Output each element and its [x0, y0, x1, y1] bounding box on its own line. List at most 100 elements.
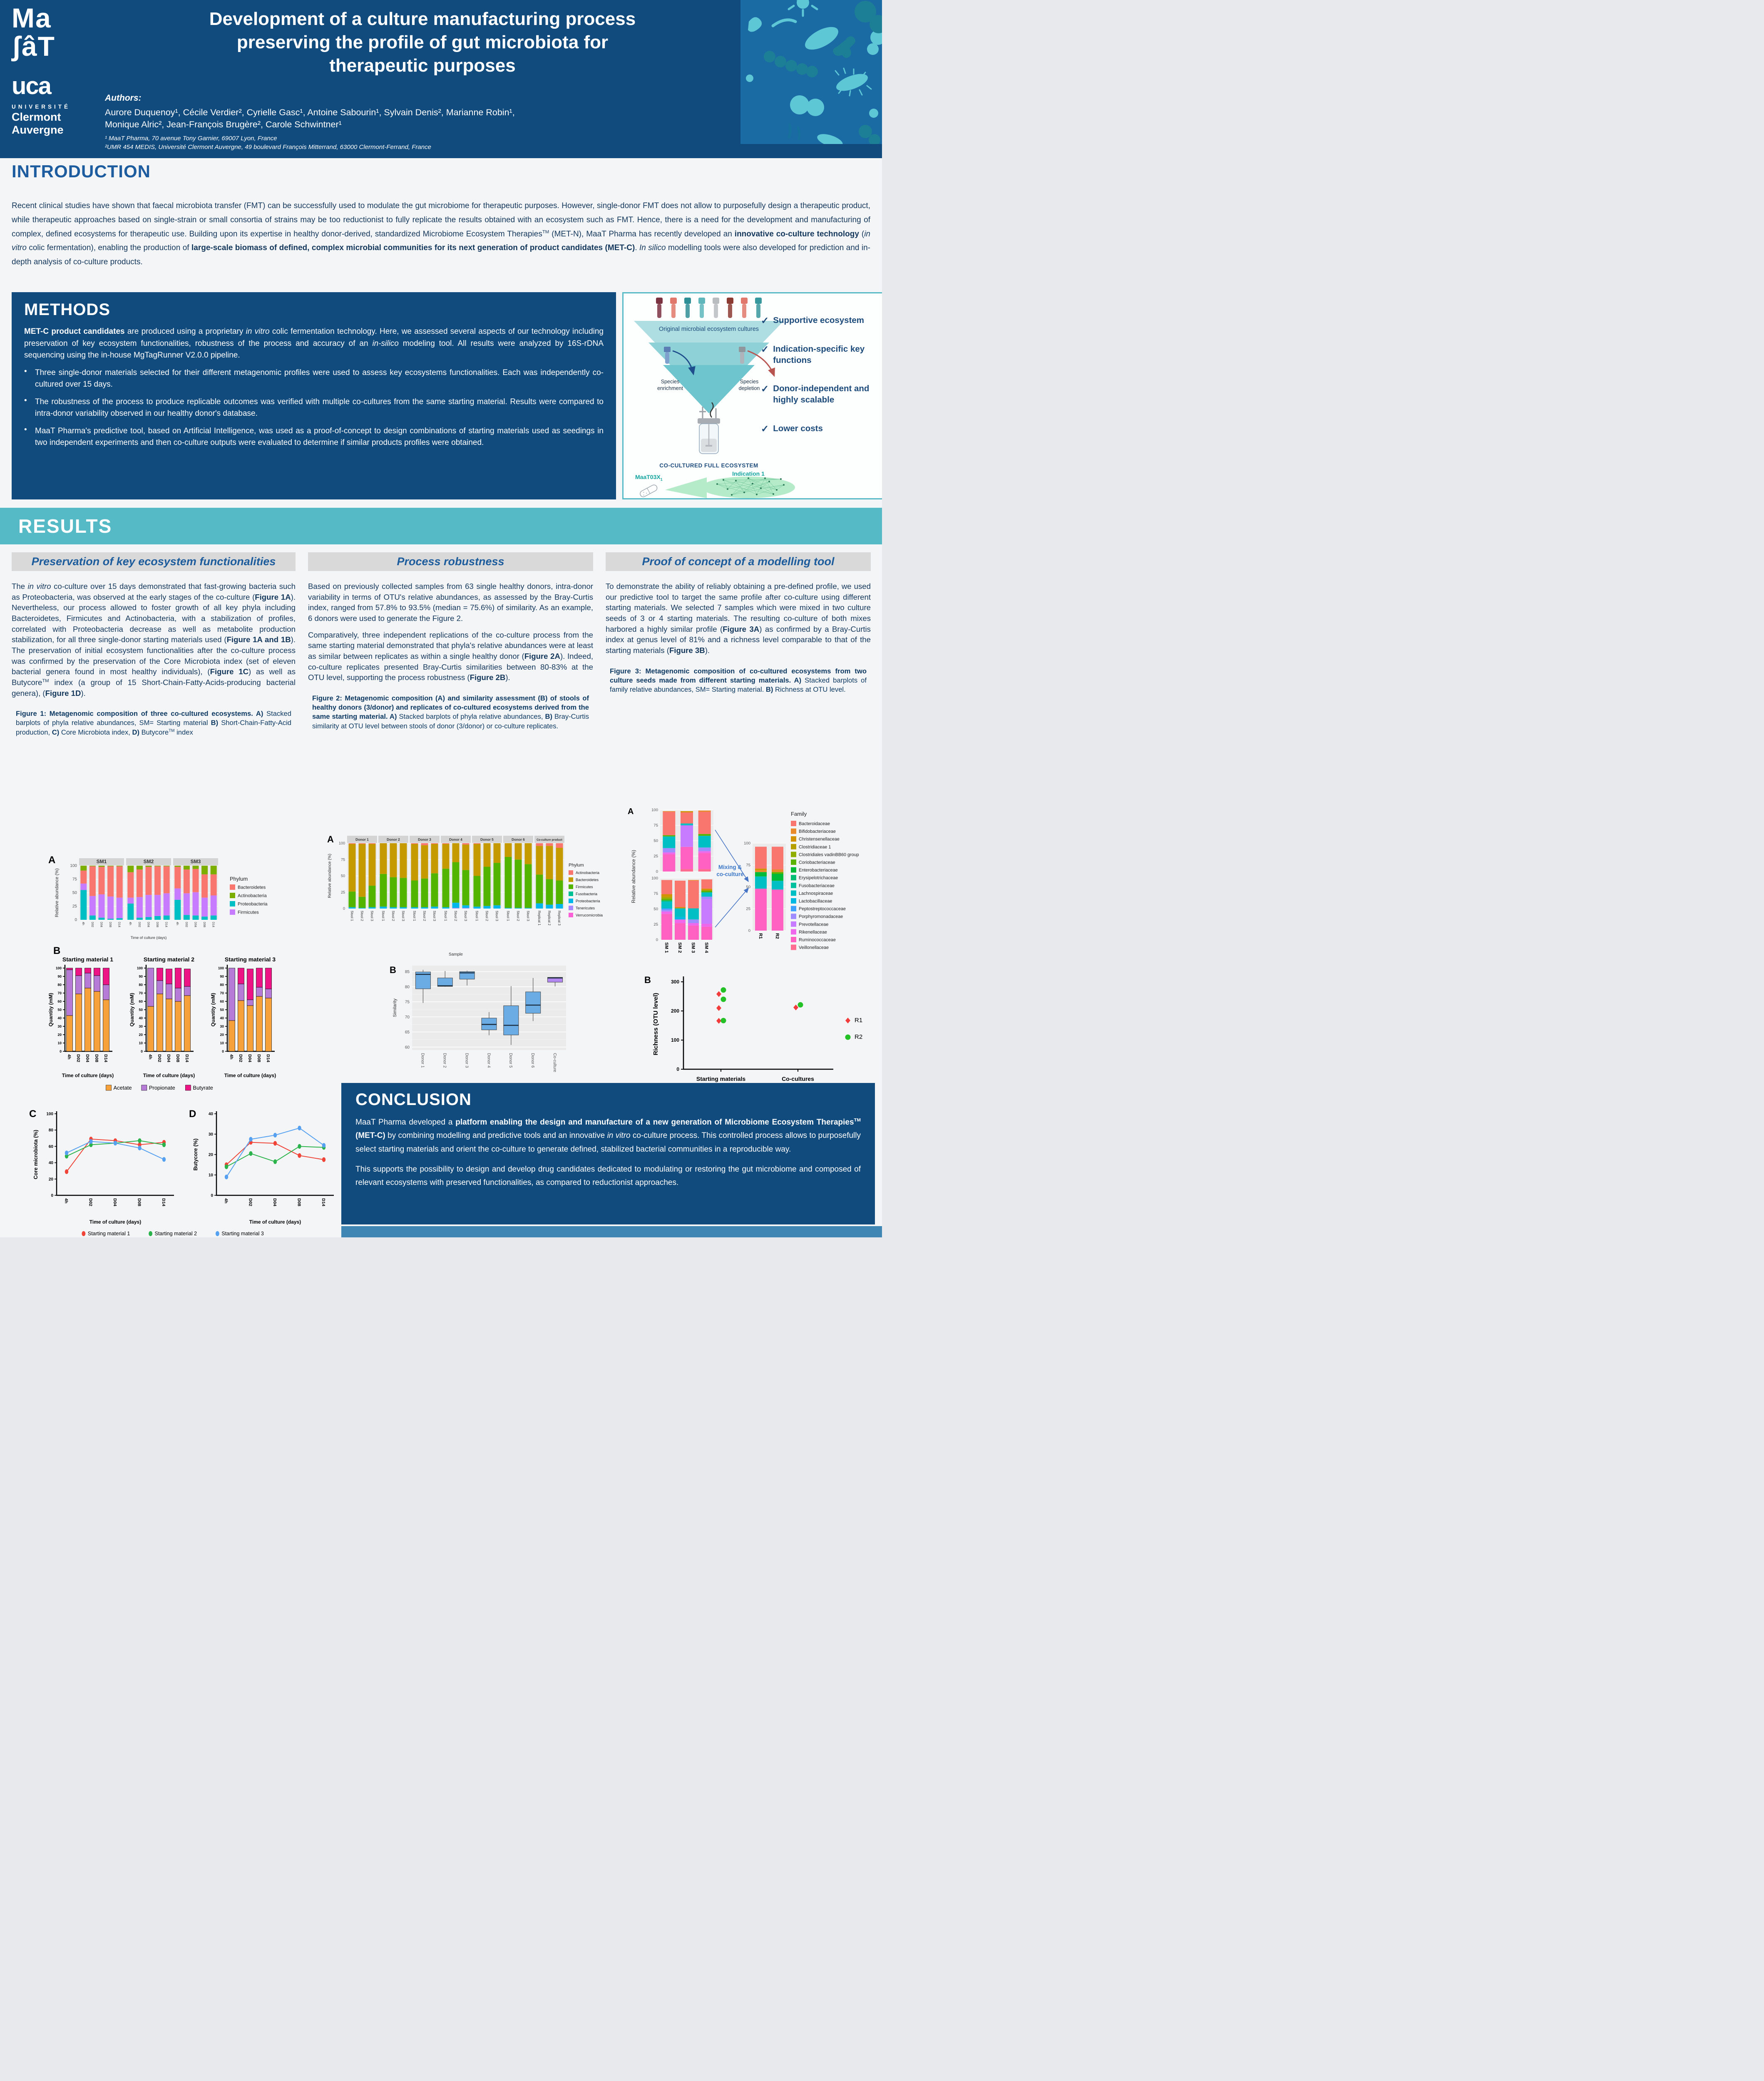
svg-text:SM 1: SM 1: [664, 942, 669, 953]
svg-text:20: 20: [139, 1033, 143, 1037]
svg-text:50: 50: [72, 891, 77, 895]
svg-text:Similarity: Similarity: [393, 998, 398, 1017]
checklist-item: ✓ Supportive ecosystem: [761, 315, 865, 326]
svg-text:co-culture: co-culture: [716, 871, 744, 877]
product-label: MaaT03X1: [635, 474, 663, 482]
svg-text:D04: D04: [194, 922, 196, 927]
svg-text:70: 70: [220, 991, 224, 995]
conclusion-section: CONCLUSION MaaT Pharma developed a platf…: [341, 1083, 875, 1224]
svg-text:D: D: [189, 1108, 196, 1120]
svg-text:D08: D08: [297, 1198, 302, 1206]
svg-text:R2: R2: [775, 933, 780, 939]
svg-text:D02: D02: [185, 922, 188, 927]
svg-text:Starting material 2: Starting material 2: [144, 956, 194, 963]
svg-text:4h: 4h: [129, 922, 132, 925]
uca-university-label: UNIVERSITÉ: [12, 104, 71, 110]
svg-text:A: A: [628, 807, 634, 816]
species-enrichment-label-2: enrichment: [657, 385, 683, 391]
svg-text:A: A: [327, 834, 334, 844]
svg-text:Time of culture (days): Time of culture (days): [131, 936, 167, 940]
svg-text:100: 100: [218, 966, 224, 970]
ecosystem-network-icon: [716, 477, 785, 496]
svg-text:D08: D08: [156, 922, 159, 927]
svg-text:Time of culture (days): Time of culture (days): [143, 1073, 195, 1078]
svg-text:30: 30: [209, 1132, 214, 1137]
sample-tubes-icon: [656, 298, 762, 318]
svg-text:Stool 1: Stool 1: [506, 911, 510, 921]
svg-text:D02: D02: [91, 922, 94, 927]
svg-text:D04: D04: [272, 1198, 277, 1206]
svg-text:50: 50: [653, 907, 658, 911]
svg-text:70: 70: [58, 991, 62, 995]
svg-text:D14: D14: [321, 1198, 326, 1206]
svg-text:25: 25: [653, 922, 658, 927]
svg-text:60: 60: [49, 1145, 54, 1149]
svg-text:Tenericutes: Tenericutes: [576, 906, 595, 910]
svg-text:Propionate: Propionate: [149, 1085, 175, 1091]
svg-text:Donor 4: Donor 4: [486, 1053, 491, 1068]
svg-text:Butycore (%): Butycore (%): [193, 1138, 199, 1170]
uca-logo-script: uca: [12, 72, 52, 99]
svg-text:Starting material 3: Starting material 3: [221, 1231, 263, 1237]
svg-text:Donor 3: Donor 3: [418, 837, 431, 842]
svg-text:0: 0: [748, 929, 750, 933]
svg-text:Stool 3: Stool 3: [370, 911, 374, 921]
svg-text:4h: 4h: [176, 922, 179, 925]
svg-text:20: 20: [209, 1153, 214, 1157]
svg-text:60: 60: [58, 999, 62, 1003]
svg-text:Bacteroidetes: Bacteroidetes: [576, 878, 599, 882]
svg-text:0: 0: [51, 1194, 53, 1198]
svg-text:0: 0: [656, 869, 658, 874]
svg-text:85: 85: [405, 970, 410, 974]
svg-text:100: 100: [46, 1112, 53, 1117]
svg-text:0: 0: [656, 938, 658, 942]
svg-text:D02: D02: [138, 922, 141, 927]
svg-text:B: B: [390, 965, 396, 975]
svg-text:D04: D04: [112, 1198, 117, 1206]
svg-text:D14: D14: [103, 1054, 108, 1062]
svg-text:Porphyromonadaceae: Porphyromonadaceae: [799, 914, 843, 919]
svg-text:0: 0: [343, 906, 345, 911]
svg-text:10: 10: [209, 1173, 214, 1178]
svg-text:50: 50: [746, 885, 750, 889]
svg-text:80: 80: [58, 983, 62, 987]
figure-2b-similarity-boxplot: B 60 65 70 75 80 85 Similarity Donor 1 Donor 2 Don…: [350, 961, 587, 1082]
introduction-paragraph: Recent clinical studies have shown that …: [12, 201, 870, 267]
svg-text:Stool 2: Stool 2: [391, 911, 395, 921]
svg-text:Family: Family: [791, 811, 807, 817]
svg-text:65: 65: [405, 1030, 410, 1035]
column-3-text: To demonstrate the ability of reliably o…: [606, 581, 871, 656]
figure-1a-phyla-stacked-bar-chart: A Relative abundance (%) 0 25 50 75 100 SM1 4h D0…: [42, 853, 300, 941]
methods-bullet: • MaaT Pharma's predictive tool, based on…: [24, 425, 604, 447]
check-icon: ✓: [761, 383, 769, 395]
svg-text:Starting material 1: Starting material 1: [62, 956, 113, 963]
title-line-3: therapeutic purposes: [329, 55, 516, 76]
svg-text:Enterobacteriaceae: Enterobacteriaceae: [799, 868, 838, 873]
svg-text:60: 60: [220, 999, 224, 1003]
svg-text:Phylum: Phylum: [569, 863, 584, 868]
svg-text:10: 10: [220, 1041, 224, 1045]
svg-text:Donor 5: Donor 5: [508, 1053, 513, 1068]
methods-intro-paragraph: MET-C product candidates are produced us…: [24, 327, 604, 360]
svg-text:40: 40: [139, 1016, 143, 1020]
svg-text:Actinobacteria: Actinobacteria: [238, 893, 267, 898]
methods-section: METHODS MET-C product candidates are pro…: [12, 292, 616, 499]
methods-figure-panel: Original microbial ecosystem cultures Sp…: [622, 292, 882, 499]
svg-text:100: 100: [70, 864, 77, 868]
benefits-checklist: ✓ Supportive ecosystem ✓ Indication-specifi…: [761, 315, 878, 452]
introduction-heading: INTRODUCTION: [12, 161, 151, 181]
svg-text:50: 50: [653, 839, 658, 843]
results-column-preservation: Preservation of key ecosystem functional…: [12, 552, 296, 737]
maat-logo-line1: Ma: [12, 2, 52, 33]
svg-text:4h: 4h: [82, 922, 84, 925]
svg-text:D04: D04: [166, 1054, 171, 1062]
svg-text:70: 70: [405, 1015, 410, 1020]
svg-text:Phylum: Phylum: [230, 876, 248, 882]
svg-text:Acetate: Acetate: [114, 1085, 132, 1091]
species-enrichment-icon: [664, 347, 696, 375]
svg-text:D04: D04: [99, 922, 102, 927]
svg-text:Co-culture: Co-culture: [552, 1053, 557, 1073]
svg-text:D14: D14: [212, 922, 215, 927]
svg-text:Veillonellaceae: Veillonellaceae: [799, 945, 829, 950]
results-column-robustness: Process robustness Based on previously c…: [308, 552, 593, 731]
